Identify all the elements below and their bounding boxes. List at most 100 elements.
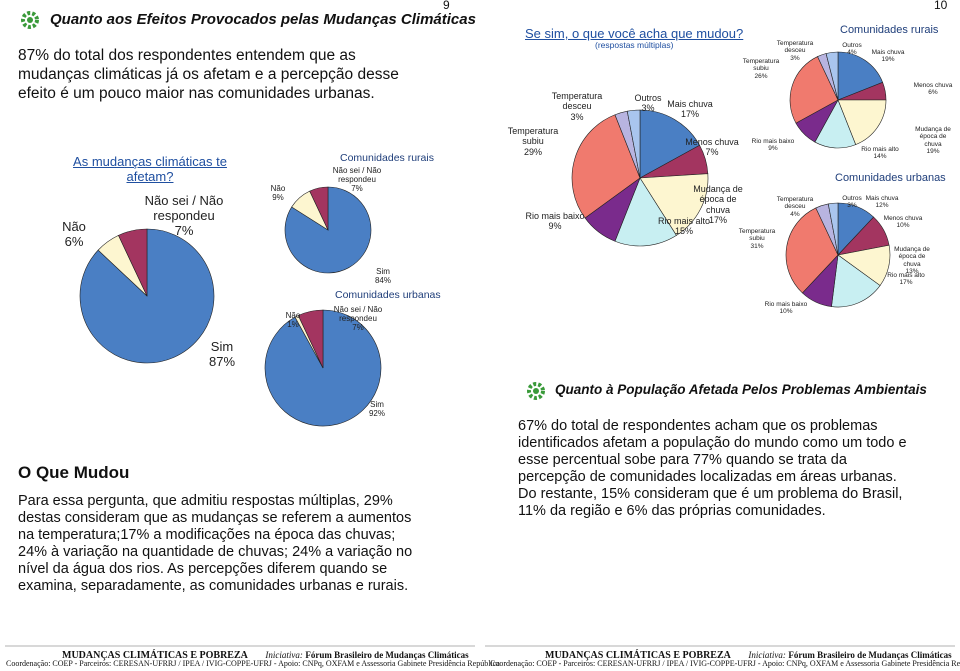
gear-icon xyxy=(527,382,545,400)
category-label: Rio mais alto xyxy=(657,216,711,226)
chart-title: Comunidades urbanas xyxy=(335,289,441,301)
category-label: Rio mais baixo xyxy=(751,138,795,145)
value-label: 12% xyxy=(875,202,889,210)
category-label: Temperatura desceu xyxy=(776,196,814,211)
value-label: 26% xyxy=(754,72,768,80)
value-label: 7% xyxy=(351,184,363,194)
heading: Quanto à População Afetada Pelos Problem… xyxy=(555,382,927,397)
slice-label: Não 6% xyxy=(59,219,89,250)
category-label: Temperatura subiu xyxy=(738,228,776,243)
slice-label: Rio mais baixo 10% xyxy=(761,301,811,316)
value-label: 9% xyxy=(548,221,562,232)
slice-label: Temperatura desceu 3% xyxy=(550,91,605,122)
value-label: 10% xyxy=(779,308,793,316)
slice-label: Temperatura desceu 4% xyxy=(775,196,815,218)
category-label: Menos chuva xyxy=(913,82,953,89)
section-title: O Que Mudou xyxy=(18,463,130,482)
value-label: 17% xyxy=(708,215,727,226)
page-number: 9 xyxy=(443,0,450,12)
slice-label: Temperatura subiu 26% xyxy=(741,58,781,80)
category-label: Mais chuva xyxy=(667,99,713,109)
slice-label: Rio mais alto 14% xyxy=(858,146,903,161)
category-label: Rio mais alto xyxy=(861,146,899,153)
value-label: 29% xyxy=(523,146,542,157)
category-label: Outros xyxy=(634,93,662,103)
value-label: 31% xyxy=(750,242,764,250)
chart-title: Se sim, o que você acha que mudou? xyxy=(525,26,744,41)
value-label: 92% xyxy=(368,409,385,419)
slice-label: Não 9% xyxy=(266,184,291,202)
slice-label: Rio mais alto 17% xyxy=(884,272,929,287)
body-paragraph: 67% do total de respondentes acham que o… xyxy=(518,418,907,519)
value-label: 10% xyxy=(896,222,910,230)
value-label: 3% xyxy=(790,54,800,62)
chart-title: Comunidades urbanas xyxy=(835,172,946,184)
category-label: Não sei / Não respondeu xyxy=(144,193,224,223)
initiative-label: Iniciativa: xyxy=(265,650,303,660)
value-label: 7% xyxy=(352,323,364,333)
category-label: Menos chuva xyxy=(685,137,739,147)
category-label: Sim xyxy=(210,339,234,354)
chart-title: Comunidades rurais xyxy=(340,152,434,164)
slice-label: Rio mais alto 15% xyxy=(649,216,719,237)
pie-slice xyxy=(831,254,881,308)
value-label: 14% xyxy=(873,153,887,161)
footer-credits: Coordenação: COEP - Parceiros: CERESAN-U… xyxy=(6,659,500,668)
category-label: Não sei / Não respondeu xyxy=(332,166,382,185)
slice-label: Mudança de época de chuva 17% xyxy=(693,184,743,225)
slice-label: Não 1% xyxy=(281,311,306,329)
category-label: Mudança de época de chuva xyxy=(894,246,930,268)
slice-label: Sim 84% xyxy=(368,267,398,285)
gear-icon xyxy=(21,11,39,29)
pie-slice xyxy=(837,51,884,101)
slice-label: Temperatura desceu 3% xyxy=(775,40,815,62)
value-label: 3% xyxy=(847,202,857,210)
pie-slice xyxy=(118,228,148,297)
value-label: 6% xyxy=(928,89,938,97)
value-label: 9% xyxy=(272,193,284,203)
category-label: Temperatura subiu xyxy=(507,126,559,147)
category-label: Não xyxy=(285,311,301,320)
category-label: Não sei / Não respondeu xyxy=(333,305,383,324)
category-label: Mudança de época de chuva xyxy=(693,184,743,215)
category-label: Sim xyxy=(376,267,390,276)
page-number: 10 xyxy=(934,0,948,12)
value-label: 9% xyxy=(768,145,778,153)
pie-slice xyxy=(639,109,700,179)
slice-label: Menos chuva 6% xyxy=(913,82,953,97)
slice-label: Mais chuva 17% xyxy=(660,99,720,120)
slice-label: Sim 87% xyxy=(202,339,242,370)
slice-label: Mudança de época de chuva 13% xyxy=(890,246,935,276)
slice-label: Menos chuva 7% xyxy=(682,137,742,158)
value-label: 3% xyxy=(641,103,655,114)
category-label: Não xyxy=(62,219,86,234)
slice-label: Não sei / Não respondeu 7% xyxy=(144,193,224,239)
intro-paragraph: 87% do total dos respondentes entendem q… xyxy=(18,47,399,102)
slice-label: Não sei / Não respondeu 7% xyxy=(330,166,385,194)
pie-slice xyxy=(837,99,887,146)
category-label: Outros xyxy=(842,195,862,202)
category-label: Sim xyxy=(370,400,384,409)
pie-slice xyxy=(639,173,709,236)
chart-title: As mudanças climáticas te afetam? xyxy=(73,154,227,184)
slice-label: Mais chuva 12% xyxy=(860,195,905,210)
pie-slice xyxy=(827,202,839,256)
category-label: Menos chuva xyxy=(883,215,923,222)
pie-slice xyxy=(785,207,839,294)
pie-slice xyxy=(825,51,839,101)
category-label: Outros xyxy=(842,42,862,49)
slice-label: Rio mais baixo 9% xyxy=(520,211,590,232)
value-label: 15% xyxy=(674,226,693,237)
category-label: Rio mais baixo xyxy=(764,301,808,308)
footer-brand: MUDANÇAS CLIMÁTICAS E POBREZA Iniciativa… xyxy=(62,650,469,661)
category-label: Rio mais alto xyxy=(887,272,925,279)
category-label: Temperatura desceu xyxy=(551,91,603,112)
value-label: 84% xyxy=(374,276,391,286)
pie-slice xyxy=(789,56,839,124)
value-label: 4% xyxy=(790,210,800,218)
value-label: 4% xyxy=(847,49,857,57)
value-label: 17% xyxy=(899,279,913,287)
category-label: Rio mais baixo xyxy=(525,211,585,221)
category-label: Mais chuva xyxy=(871,49,905,56)
